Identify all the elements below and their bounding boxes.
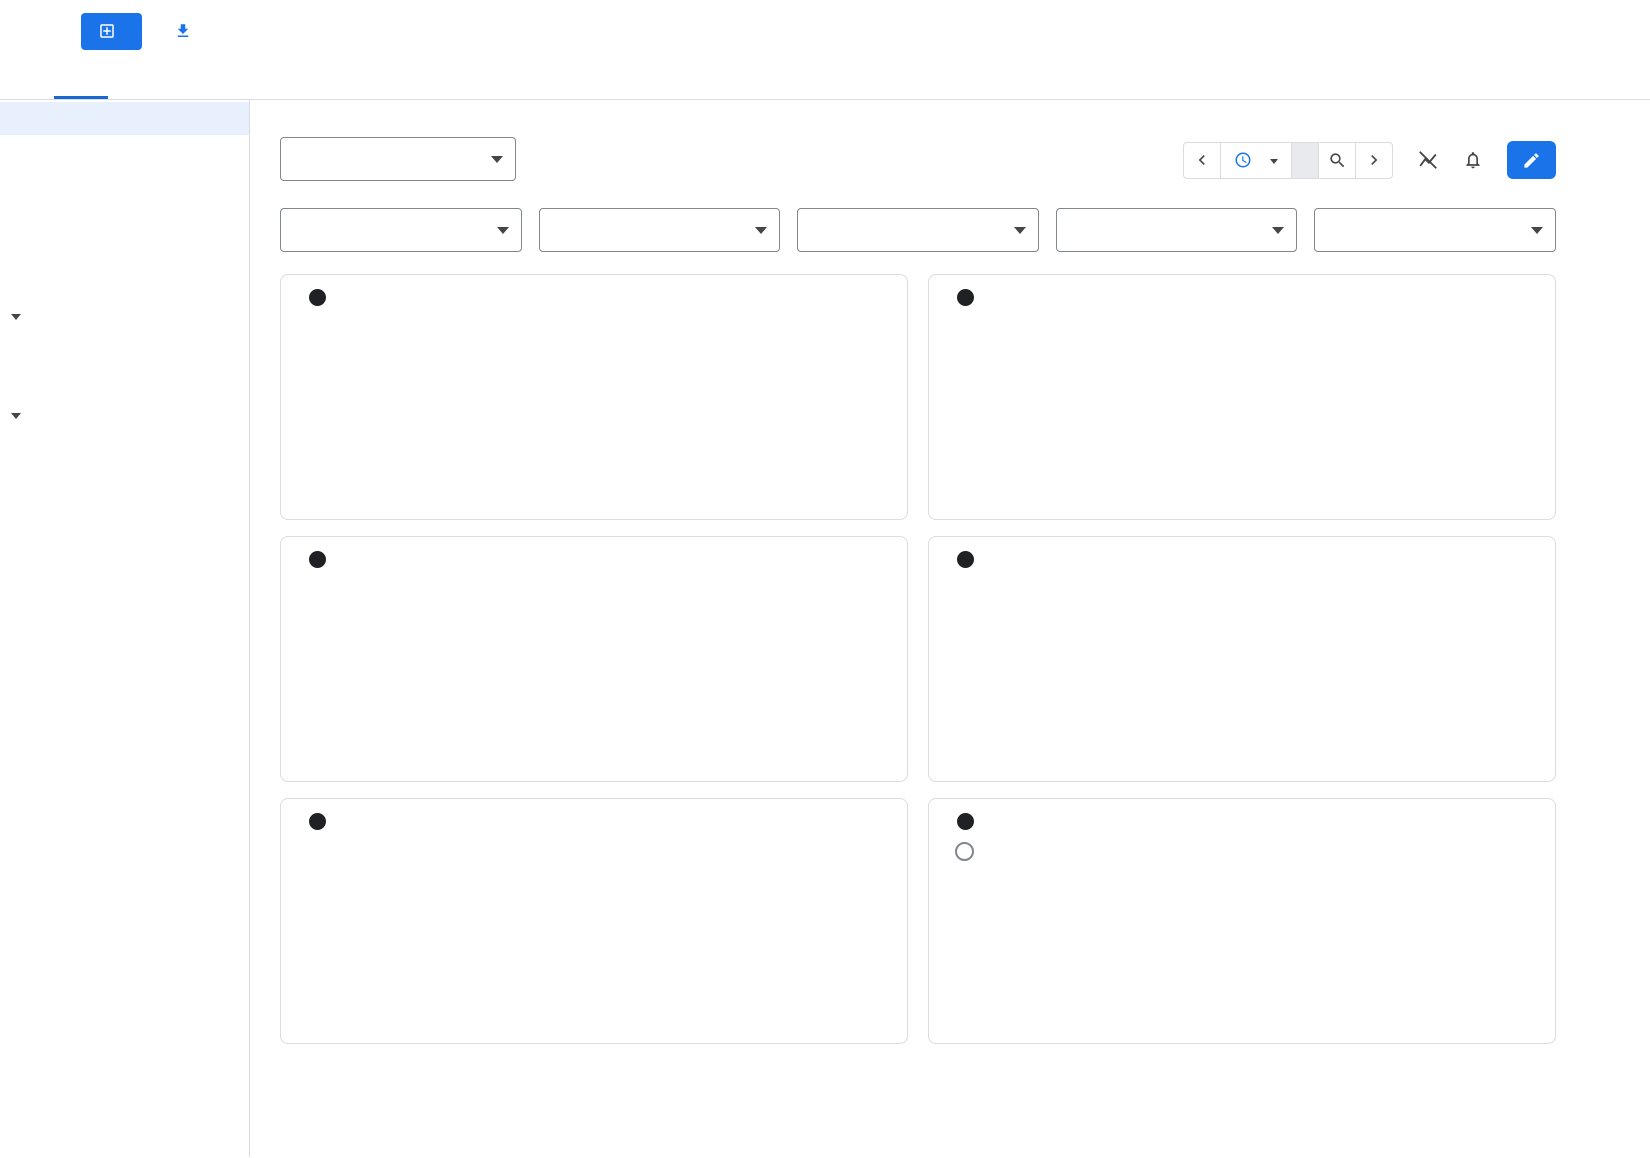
sidebar-item-cpu[interactable] (0, 135, 249, 168)
chevron-right-icon (1371, 155, 1378, 165)
help-outline-icon[interactable] (955, 842, 974, 861)
chevron-left-icon (1198, 155, 1205, 165)
help-icon[interactable] (309, 813, 326, 830)
time-range-button[interactable] (1220, 141, 1292, 179)
tab-instances[interactable] (0, 62, 54, 99)
filter-machine-type[interactable] (538, 208, 781, 252)
chart-card-memory-utilization (928, 274, 1556, 520)
help-icon[interactable] (309, 289, 326, 306)
sidebar-group-integrations[interactable] (0, 399, 249, 432)
chart-y-axis (841, 576, 891, 734)
filter-zone[interactable] (797, 208, 1039, 252)
notifications-button[interactable] (1463, 150, 1483, 170)
chevron-down-icon (491, 156, 503, 163)
time-controls (1183, 141, 1556, 179)
chart-card-processes-by-cpu (280, 798, 908, 1044)
filter-bar (280, 208, 1556, 252)
chart-y-axis (1489, 838, 1539, 996)
sidebar-item-all-logs[interactable] (0, 333, 249, 366)
refresh-off-icon (1419, 151, 1437, 169)
chart-plot[interactable] (297, 576, 841, 734)
tab-instance-schedules[interactable] (108, 62, 162, 99)
help-icon[interactable] (309, 551, 326, 568)
time-forward-button[interactable] (1355, 141, 1393, 179)
chart-card-disk-utilization (928, 536, 1556, 782)
filter-instance-group[interactable] (1314, 208, 1556, 252)
chevron-down-icon (1272, 227, 1285, 234)
import-vm-button[interactable] (174, 22, 200, 40)
chart-plot[interactable] (945, 314, 1489, 472)
chart-y-axis (1489, 576, 1539, 734)
help-icon[interactable] (957, 813, 974, 830)
dashboard-select[interactable] (280, 137, 516, 181)
main-content (250, 100, 1650, 1157)
time-range-group (1183, 141, 1393, 179)
pencil-icon (1524, 152, 1539, 168)
sidebar-item-disk[interactable] (0, 267, 249, 300)
sidebar-item-add-integration[interactable] (0, 432, 249, 465)
search-icon (1329, 152, 1344, 167)
chart-y-axis (1489, 314, 1539, 472)
download-icon (174, 22, 192, 40)
expand-arrow-icon (11, 314, 21, 325)
help-icon[interactable] (957, 551, 974, 568)
chevron-down-icon (1270, 158, 1278, 164)
filter-region[interactable] (1055, 208, 1298, 252)
chart-plot[interactable] (945, 838, 1489, 996)
chevron-down-icon (1530, 227, 1543, 234)
page-layout (0, 100, 1650, 1157)
chevron-down-icon (496, 227, 509, 234)
chart-plot[interactable] (297, 838, 841, 996)
edit-dashboard-button[interactable] (1507, 141, 1556, 179)
chart-y-axis (841, 314, 891, 472)
charts-grid (280, 274, 1556, 1044)
zoom-button[interactable] (1318, 141, 1356, 179)
auto-refresh-off-button[interactable] (1417, 149, 1439, 171)
chevron-down-icon (1013, 227, 1026, 234)
sidebar-item-system-events[interactable] (0, 366, 249, 399)
bell-icon (1466, 152, 1480, 169)
add-box-icon (98, 22, 116, 40)
app-header (0, 0, 1650, 62)
sidebar-item-configured[interactable] (0, 465, 249, 498)
time-back-button[interactable] (1183, 141, 1221, 179)
expand-arrow-icon (11, 413, 21, 424)
timezone-chip[interactable] (1291, 141, 1319, 179)
chart-plot[interactable] (297, 314, 841, 472)
chart-card-network-traffic (280, 536, 908, 782)
sidebar-item-processes[interactable] (0, 168, 249, 201)
tab-bar (0, 62, 1650, 100)
chart-card-disk-throughput (928, 798, 1556, 1044)
chevron-down-icon (755, 227, 768, 234)
filter-instance-name[interactable] (280, 208, 522, 252)
sidebar-item-memory[interactable] (0, 201, 249, 234)
create-instance-button[interactable] (81, 12, 142, 50)
sidebar-item-overview[interactable] (0, 102, 249, 135)
chart-y-axis (841, 838, 891, 996)
sidebar-group-logs[interactable] (0, 300, 249, 333)
sidebar (0, 100, 250, 1157)
clock-icon (1234, 151, 1252, 169)
help-icon[interactable] (957, 289, 974, 306)
chart-card-cpu-utilization (280, 274, 908, 520)
chart-plot[interactable] (945, 576, 1489, 734)
dashboard-toolbar (280, 137, 1556, 181)
sidebar-item-network[interactable] (0, 234, 249, 267)
tab-observability[interactable] (54, 62, 108, 99)
